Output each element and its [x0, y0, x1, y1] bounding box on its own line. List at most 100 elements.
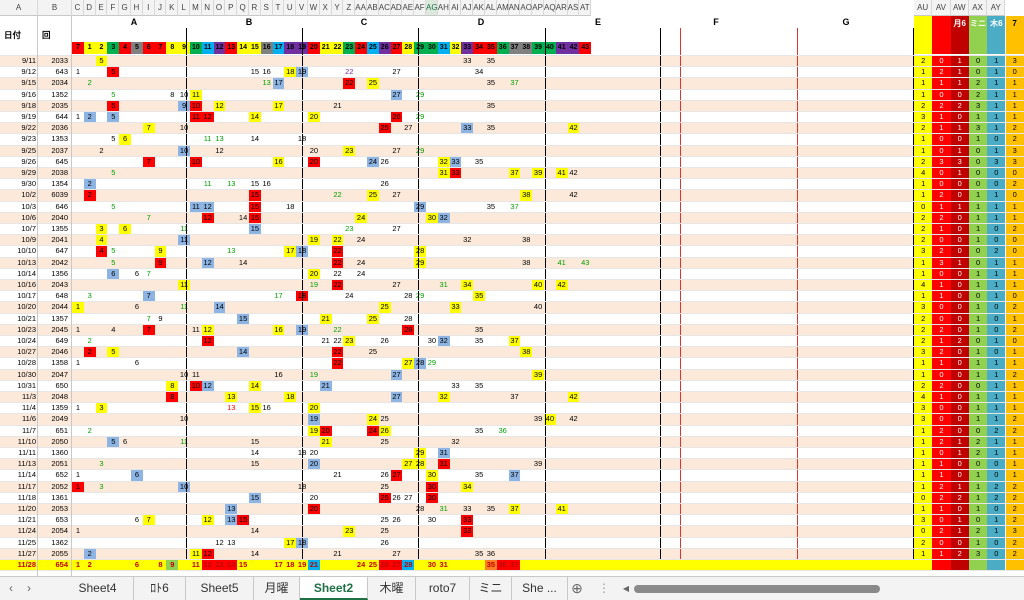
number-cell[interactable]: 20 [309, 492, 319, 502]
stat-cell[interactable]: 2 [968, 525, 988, 537]
number-cell[interactable]: 10 [179, 89, 189, 99]
stat-cell[interactable]: 1 [987, 391, 1006, 403]
row-date[interactable]: 10/7 [21, 224, 36, 233]
column-header-x[interactable]: X [319, 0, 332, 16]
total-cell[interactable]: 17 [272, 559, 285, 571]
number-cell[interactable]: 27 [390, 391, 403, 403]
total-cell[interactable]: 1 [72, 559, 84, 571]
stat-cell[interactable]: 0 [950, 503, 969, 515]
stat-cell[interactable]: 0 [968, 167, 988, 179]
stat-cell[interactable]: 0 [950, 290, 969, 302]
stat-cell[interactable]: 3 [950, 155, 969, 167]
total-cell[interactable]: 37 [508, 559, 521, 571]
stat-cell[interactable]: 1 [987, 267, 1006, 279]
row-round[interactable]: 646 [55, 201, 68, 211]
stat-cell[interactable]: 0 [932, 167, 951, 179]
column-header-z[interactable]: Z [343, 0, 356, 16]
number-cell[interactable]: 29 [415, 145, 425, 155]
column-header-f[interactable]: F [107, 0, 120, 16]
stat-cell[interactable]: 3 [968, 547, 988, 559]
stat-cell[interactable]: 0 [987, 312, 1006, 324]
stat-cell[interactable]: 1 [968, 279, 988, 291]
stat-cell[interactable]: 0 [987, 178, 1006, 190]
stat-cell[interactable]: 1 [914, 189, 933, 201]
stat-cell[interactable]: 2 [1005, 223, 1024, 235]
chevron-right-icon[interactable]: › [27, 581, 31, 595]
number-cell[interactable]: 6 [119, 223, 131, 235]
total-cell[interactable]: 31 [437, 559, 450, 571]
number-cell[interactable]: 26 [380, 179, 389, 189]
stat-cell[interactable]: 2 [932, 189, 951, 201]
number-cell[interactable]: 33 [463, 56, 472, 65]
stat-cell[interactable]: 2 [914, 55, 933, 67]
number-cell[interactable]: 10 [179, 414, 189, 424]
stat-cell[interactable]: 1 [950, 447, 969, 459]
stat-cell[interactable]: 2 [987, 424, 1006, 436]
stat-cell[interactable]: 1 [914, 88, 933, 100]
scroll-left-icon[interactable]: ◀ [622, 584, 630, 593]
stat-cell[interactable]: 0 [932, 55, 951, 67]
number-cell[interactable]: 25 [380, 515, 389, 525]
stat-cell[interactable]: 1 [1005, 200, 1024, 212]
number-cell[interactable]: 43 [581, 257, 590, 267]
stat-cell[interactable]: 1 [1005, 391, 1024, 403]
stat-cell[interactable]: 0 [950, 323, 969, 335]
stat-cell[interactable]: 0 [987, 301, 1006, 313]
number-cell[interactable]: 27 [390, 469, 403, 481]
stat-cell[interactable]: 3 [1005, 525, 1024, 537]
total-cell[interactable]: 26 [378, 559, 391, 571]
stat-cell[interactable]: 1 [914, 480, 933, 492]
row-round[interactable]: 647 [55, 246, 68, 256]
column-header-w[interactable]: W [308, 0, 320, 16]
number-cell[interactable]: 40 [532, 279, 544, 291]
number-cell[interactable]: 14 [249, 111, 261, 123]
stat-cell[interactable]: 3 [914, 514, 933, 526]
total-cell[interactable]: 25 [367, 559, 379, 571]
number-cell[interactable]: 27 [392, 224, 401, 233]
number-cell[interactable]: 29 [414, 256, 426, 268]
stat-cell[interactable]: 0 [914, 491, 933, 503]
stat-cell[interactable]: 1 [987, 379, 1006, 391]
row-date[interactable]: 10/20 [17, 302, 36, 312]
stat-cell[interactable]: 1 [968, 357, 988, 369]
stat-cell[interactable]: 1 [914, 77, 933, 89]
number-cell[interactable]: 35 [473, 290, 485, 302]
number-cell[interactable]: 41 [557, 257, 566, 267]
number-cell[interactable]: 2 [87, 425, 92, 435]
number-cell[interactable]: 19 [309, 369, 319, 379]
stat-cell[interactable]: 2 [932, 480, 951, 492]
stat-cell[interactable]: 1 [968, 402, 988, 414]
number-cell[interactable]: 10 [190, 379, 202, 391]
stat-cell[interactable]: 0 [1005, 245, 1024, 257]
number-cell[interactable]: 42 [569, 168, 578, 177]
number-cell[interactable]: 28 [415, 504, 425, 513]
row-date[interactable]: 11/6 [21, 414, 36, 424]
number-cell[interactable]: 14 [238, 257, 248, 267]
number-cell[interactable]: 20 [308, 267, 320, 279]
column-header-av[interactable]: AV [932, 0, 951, 16]
number-cell[interactable]: 5 [107, 99, 120, 111]
row-round[interactable]: 2046 [51, 347, 68, 357]
stat-cell[interactable]: 0 [950, 88, 969, 100]
stat-cell[interactable]: 0 [950, 413, 969, 425]
number-cell[interactable]: 33 [463, 504, 472, 513]
stat-cell[interactable]: 2 [932, 245, 951, 257]
row-round[interactable]: 654 [55, 560, 68, 569]
stat-cell[interactable]: 1 [1005, 256, 1024, 268]
column-header-e[interactable]: E [95, 0, 108, 16]
row-round[interactable]: 1362 [51, 537, 68, 547]
row-date[interactable]: 10/23 [17, 324, 36, 334]
number-cell[interactable]: 8 [166, 379, 179, 391]
column-header-as[interactable]: AS [567, 0, 580, 16]
stat-cell[interactable]: 0 [1005, 234, 1024, 246]
number-cell[interactable]: 13 [227, 537, 236, 547]
number-cell[interactable]: 35 [486, 123, 496, 133]
number-cell[interactable]: 27 [402, 357, 415, 369]
stat-cell[interactable]: 0 [950, 178, 969, 190]
number-cell[interactable]: 21 [333, 548, 342, 558]
stat-cell[interactable]: 0 [950, 458, 969, 470]
number-cell[interactable]: 20 [309, 448, 319, 457]
number-cell[interactable]: 5 [111, 257, 116, 267]
number-cell[interactable]: 20 [308, 155, 320, 167]
column-header-d[interactable]: D [83, 0, 96, 16]
